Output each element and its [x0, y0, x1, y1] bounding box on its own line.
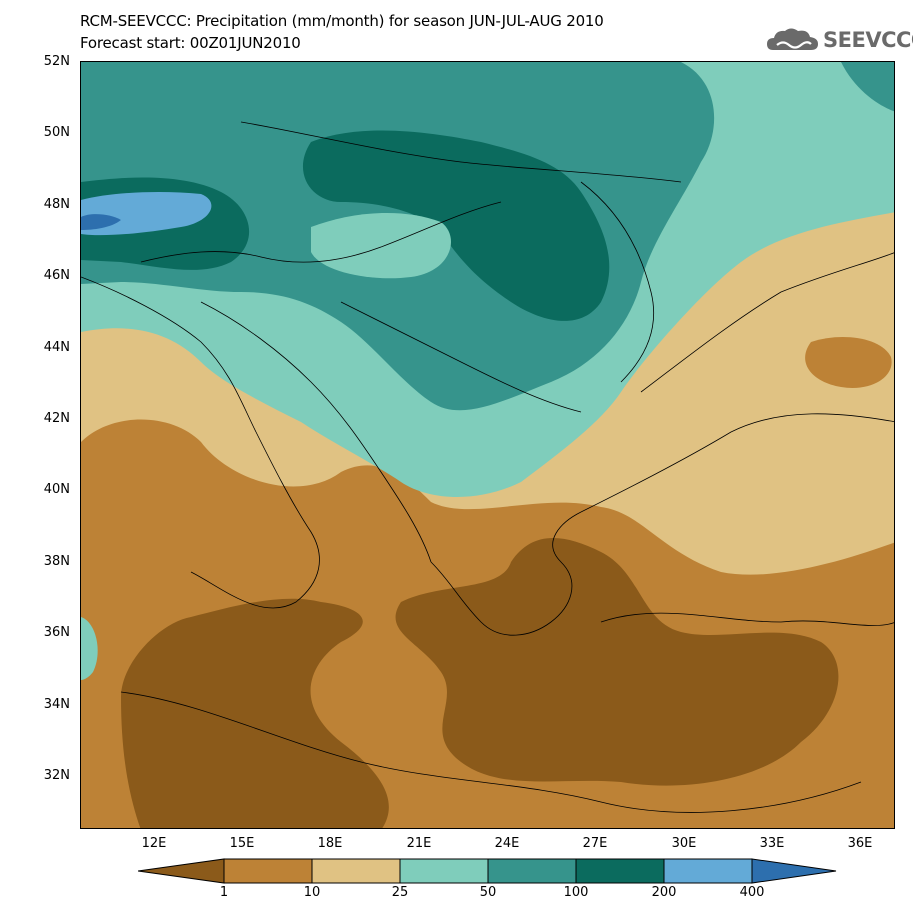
color-legend [138, 858, 837, 884]
lon-label-21e: 21E [406, 836, 432, 851]
legend-label-1: 1 [219, 885, 229, 900]
map-canvas [81, 62, 894, 828]
legend-swatch-1-10 [223, 858, 313, 884]
legend-label-50: 50 [479, 885, 497, 900]
region-25-50-inner [311, 212, 451, 279]
cloud-icon [767, 28, 818, 50]
coastline-anatolia-south [600, 612, 894, 626]
legend-label-400: 400 [739, 885, 765, 900]
lat-label-50n: 50N [43, 125, 70, 140]
region-400-plus [81, 214, 121, 230]
forecast-start-subtitle: Forecast start: 00Z01JUN2010 [80, 34, 301, 52]
lat-label-36n: 36N [43, 625, 70, 640]
lat-label-46n: 46N [43, 268, 70, 283]
lon-label-24e: 24E [494, 836, 520, 851]
border-east [580, 181, 655, 383]
legend-swatch-25-50 [399, 858, 489, 884]
border-alps [140, 201, 502, 263]
precipitation-map[interactable] [80, 61, 895, 829]
coastline-turkey [580, 413, 894, 513]
lat-label-38n: 38N [43, 554, 70, 569]
coastline-italy [81, 276, 320, 609]
coastline-adriatic [200, 301, 432, 563]
legend-swatch-200-400 [663, 858, 753, 884]
chart-title: RCM-SEEVCCC: Precipitation (mm/month) fo… [80, 12, 604, 30]
region-200-400 [81, 192, 212, 236]
coastline-black-sea [640, 252, 894, 393]
logo-text: SEEVCCC [823, 28, 913, 52]
lon-label-36e: 36E [847, 836, 873, 851]
region-1-10-central [395, 538, 839, 786]
border-north [240, 121, 682, 183]
lon-label-33e: 33E [759, 836, 785, 851]
lon-label-27e: 27E [582, 836, 608, 851]
region-100-200 [302, 130, 610, 321]
legend-swatch-above-400 [751, 858, 837, 884]
legend-swatch-10-25 [311, 858, 401, 884]
lat-label-52n: 52N [43, 54, 70, 69]
lat-label-44n: 44N [43, 340, 70, 355]
seevccc-logo: SEEVCCC [765, 24, 913, 60]
lon-label-30e: 30E [671, 836, 697, 851]
legend-swatch-50-100 [487, 858, 577, 884]
lon-label-15e: 15E [229, 836, 255, 851]
coastline-greece [430, 511, 582, 636]
lat-label-34n: 34N [43, 697, 70, 712]
lat-label-42n: 42N [43, 411, 70, 426]
legend-label-25: 25 [391, 885, 409, 900]
legend-swatch-below-1 [138, 858, 225, 884]
lat-label-40n: 40N [43, 482, 70, 497]
lat-label-48n: 48N [43, 197, 70, 212]
region-25-50-west [81, 617, 98, 680]
lon-label-12e: 12E [141, 836, 167, 851]
region-50-100-ne [841, 62, 894, 112]
lat-label-32n: 32N [43, 768, 70, 783]
legend-swatch-100-200 [575, 858, 665, 884]
region-1-10-east [805, 337, 892, 388]
legend-label-10: 10 [303, 885, 321, 900]
lon-label-18e: 18E [317, 836, 343, 851]
region-1-10-west [121, 598, 389, 828]
coastline-africa [120, 691, 862, 813]
border-balkans [340, 301, 582, 413]
legend-label-200: 200 [651, 885, 677, 900]
legend-label-100: 100 [563, 885, 589, 900]
